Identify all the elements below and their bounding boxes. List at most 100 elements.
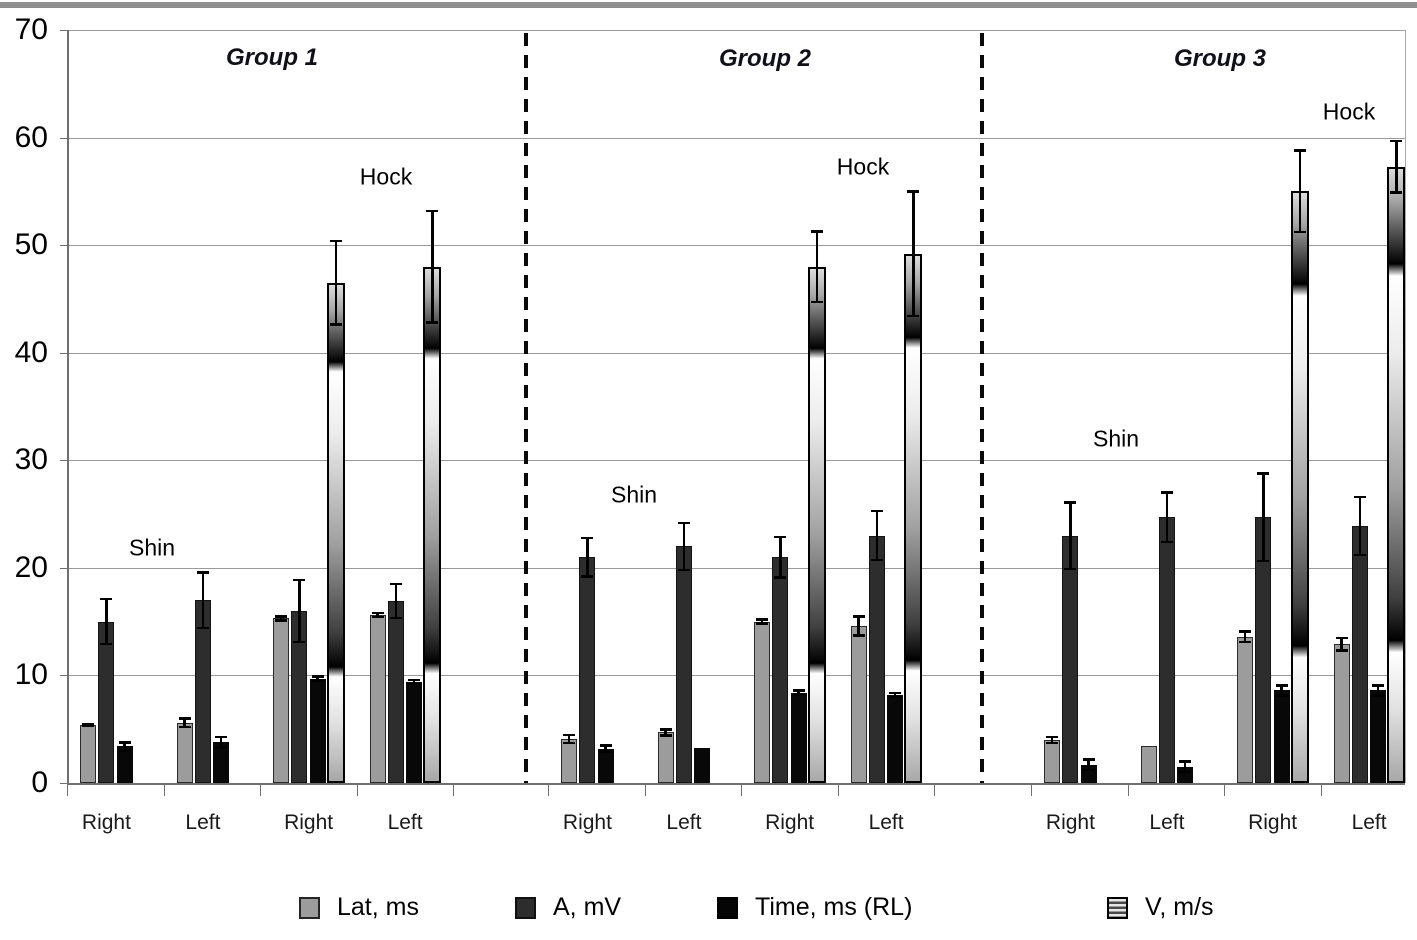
error-bar (1046, 735, 1058, 745)
x-axis-tick (1320, 784, 1322, 796)
error-bar-cap-t (389, 582, 402, 586)
y-tick-mark (60, 352, 67, 354)
error-bar-cap-b (408, 682, 421, 686)
x-axis-line (67, 783, 1405, 785)
error-bar-cap-t (215, 735, 228, 739)
error-bar-cap-t (659, 728, 672, 731)
error-bar (792, 689, 805, 696)
error-bar-stem (412, 678, 416, 686)
error-bar-cap-b (810, 300, 823, 304)
error-bar (275, 615, 287, 622)
error-bar-stem (1358, 495, 1362, 557)
error-bar-stem (797, 689, 800, 696)
error-bar (774, 535, 787, 579)
error-bar-stem (1050, 735, 1054, 745)
legend-label-a: A, mV (553, 893, 622, 921)
legend-item-v: V, m/s (1107, 893, 1214, 922)
error-bar-stem (279, 615, 283, 622)
error-bar-cap-b (1372, 694, 1385, 697)
bar-time (790, 692, 807, 783)
error-bar-cap-b (1064, 567, 1077, 570)
bar-a (1062, 535, 1079, 783)
error-bar-cap-b (426, 321, 439, 324)
error-bar-stem (1165, 491, 1169, 544)
y-tick-mark (60, 30, 67, 31)
y-tick-label: 40 (14, 335, 48, 369)
error-bar-cap-b (1082, 768, 1095, 772)
error-bar-stem (567, 733, 571, 745)
y-tick-label: 50 (14, 228, 48, 262)
x-axis-tick (837, 784, 839, 796)
bar-lat (1044, 739, 1060, 783)
legend-item-a: A, mV (515, 893, 621, 922)
error-bar (215, 735, 228, 749)
error-bar-cap-b (563, 741, 575, 745)
y-tick-label: 30 (14, 443, 48, 477)
bar-time (1370, 690, 1387, 783)
x-axis-tick (67, 784, 68, 796)
error-bar-cap-b (756, 622, 768, 625)
legend-label-time: Time, ms (RL) (755, 893, 913, 921)
error-bar-cap-b (907, 314, 920, 318)
bar-time (309, 678, 326, 783)
error-bar-stem (893, 691, 897, 699)
legend-item-time: Time, ms (RL) (717, 893, 912, 922)
error-bar-stem (1262, 472, 1265, 563)
error-bar (118, 741, 131, 752)
y-tick-mark (60, 675, 67, 677)
error-bar-stem (857, 615, 860, 637)
error-bar (677, 521, 690, 572)
error-bar-stem (1183, 760, 1187, 774)
site-annotation: Shin (610, 481, 658, 508)
x-axis-tick (356, 784, 358, 796)
x-category-label: Right (1045, 811, 1095, 834)
error-bar (907, 190, 920, 318)
error-bar-cap-t (1239, 630, 1251, 633)
error-bar-stem (1069, 501, 1072, 570)
error-bar (1390, 139, 1403, 194)
error-bar-cap-b (100, 642, 113, 646)
error-bar-cap-t (810, 230, 823, 233)
error-bar-stem (586, 536, 589, 578)
error-bar-cap-b (82, 724, 94, 728)
bar-a (98, 621, 115, 783)
error-bar (870, 509, 883, 562)
window-top-bar (0, 2, 1417, 8)
error-bar-cap-t (907, 190, 920, 193)
error-bar (329, 239, 342, 326)
error-bar-cap-t (1082, 758, 1095, 761)
legend-label-lat: Lat, ms (337, 893, 419, 921)
y-tick-mark (60, 567, 67, 569)
error-bar-stem (316, 675, 319, 682)
error-bar-stem (431, 209, 434, 324)
error-bar-cap-b (275, 619, 287, 622)
x-axis-tick (163, 784, 165, 796)
plot-border-top (67, 30, 1405, 31)
group-title: Group 3 (1173, 45, 1267, 72)
error-bar-stem (779, 535, 782, 579)
error-bar-cap-b (1239, 640, 1251, 644)
error-bar-cap-t (1275, 684, 1288, 687)
error-bar-stem (1340, 636, 1343, 652)
legend-swatch-a-icon (515, 896, 536, 919)
error-bar (756, 618, 768, 625)
x-axis-tick (453, 784, 454, 796)
error-bar (196, 571, 209, 630)
error-bar-stem (334, 239, 338, 326)
x-category-label: Right (765, 811, 815, 834)
group-title: Group 2 (718, 45, 812, 72)
error-bar (659, 728, 672, 737)
error-bar-cap-b (1160, 540, 1173, 544)
y-grid-line (67, 352, 1405, 354)
error-bar (82, 722, 94, 728)
y-tick-mark (60, 460, 67, 462)
error-bar-cap-t (426, 209, 439, 213)
x-axis-tick (934, 784, 935, 796)
error-bar (1239, 630, 1251, 644)
y-tick-label: 0 (31, 766, 48, 799)
error-bar-cap-b (1293, 230, 1306, 234)
bar-v (904, 253, 923, 783)
error-bar-stem (604, 744, 607, 753)
x-category-label: Left (868, 811, 904, 834)
